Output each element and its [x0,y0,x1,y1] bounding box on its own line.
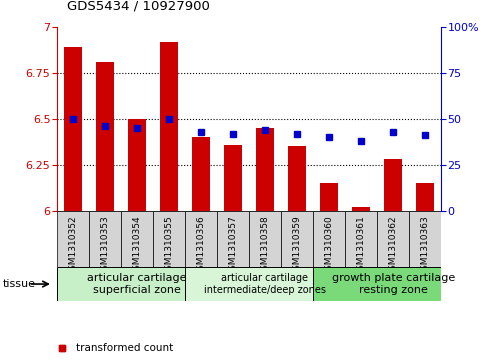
Text: GDS5434 / 10927900: GDS5434 / 10927900 [67,0,210,13]
Bar [313,211,345,267]
Bar [281,211,313,267]
Bar [417,183,434,211]
Bar [192,137,210,211]
Bar [224,144,242,211]
Bar [256,128,274,211]
Bar [57,267,185,301]
Bar [217,211,249,267]
Bar [57,211,89,267]
Bar [89,211,121,267]
Text: articular cartilage
superficial zone: articular cartilage superficial zone [87,273,186,295]
Text: GSM1310360: GSM1310360 [324,215,334,276]
Text: GSM1310359: GSM1310359 [292,215,302,276]
Bar [288,146,306,211]
Bar [313,267,441,301]
Bar [249,211,281,267]
Text: GSM1310356: GSM1310356 [196,215,206,276]
Bar [185,267,313,301]
Bar [409,211,441,267]
Bar [352,207,370,211]
Bar [153,211,185,267]
Text: GSM1310362: GSM1310362 [388,215,398,276]
Text: articular cartilage
intermediate/deep zones: articular cartilage intermediate/deep zo… [204,273,326,295]
Bar [320,183,338,211]
Bar [345,211,377,267]
Bar [64,48,81,211]
Bar [96,62,113,211]
Text: growth plate cartilage
resting zone: growth plate cartilage resting zone [331,273,455,295]
Text: GSM1310363: GSM1310363 [421,215,430,276]
Text: GSM1310357: GSM1310357 [228,215,238,276]
Text: transformed count: transformed count [76,343,174,354]
Text: tissue: tissue [2,279,35,289]
Bar [128,119,145,211]
Bar [121,211,153,267]
Text: GSM1310358: GSM1310358 [260,215,270,276]
Bar [385,159,402,211]
Bar [160,42,177,211]
Bar [377,211,409,267]
Text: GSM1310361: GSM1310361 [356,215,366,276]
Text: GSM1310355: GSM1310355 [164,215,174,276]
Text: GSM1310352: GSM1310352 [68,215,77,276]
Text: GSM1310353: GSM1310353 [100,215,109,276]
Text: GSM1310354: GSM1310354 [132,215,141,276]
Bar [185,211,217,267]
